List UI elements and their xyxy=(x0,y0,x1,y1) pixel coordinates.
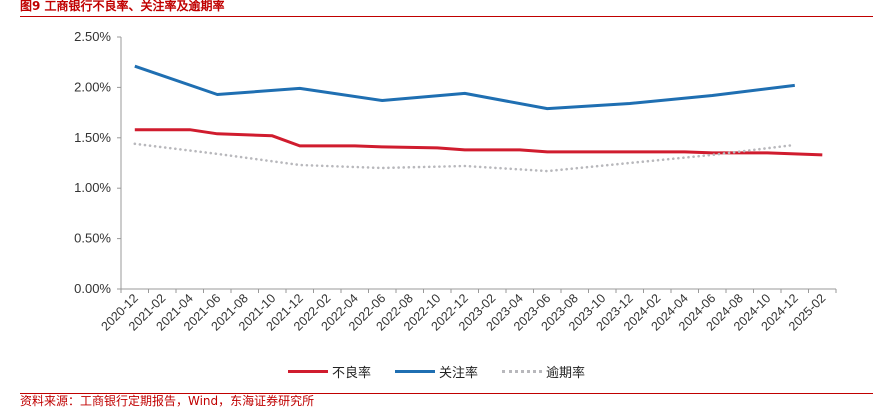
legend-label-attention: 关注率 xyxy=(439,362,478,381)
legend-item-npl: 不良率 xyxy=(288,362,371,381)
y-tick-label: 2.50% xyxy=(74,29,111,44)
npl-line xyxy=(135,130,823,155)
y-tick-label: 0.00% xyxy=(74,281,111,296)
attention-line xyxy=(135,66,795,108)
y-tick-label: 1.50% xyxy=(74,130,111,145)
y-tick-label: 1.00% xyxy=(74,180,111,195)
overdue-line xyxy=(135,144,795,171)
y-tick-label: 2.00% xyxy=(74,79,111,94)
source-note: 资料来源：工商银行定期报告，Wind，东海证券研究所 xyxy=(20,394,314,408)
legend-label-npl: 不良率 xyxy=(332,362,371,381)
chart-legend: 不良率 关注率 逾期率 xyxy=(0,362,873,381)
line-chart: 0.00%0.50%1.00%1.50%2.00%2.50%2020-12202… xyxy=(0,0,873,360)
legend-item-overdue: 逾期率 xyxy=(502,362,585,381)
legend-label-overdue: 逾期率 xyxy=(546,362,585,381)
legend-item-attention: 关注率 xyxy=(395,362,478,381)
y-tick-label: 0.50% xyxy=(74,231,111,246)
legend-swatch-npl xyxy=(288,370,328,373)
legend-swatch-attention xyxy=(395,370,435,373)
legend-swatch-overdue xyxy=(502,370,542,373)
